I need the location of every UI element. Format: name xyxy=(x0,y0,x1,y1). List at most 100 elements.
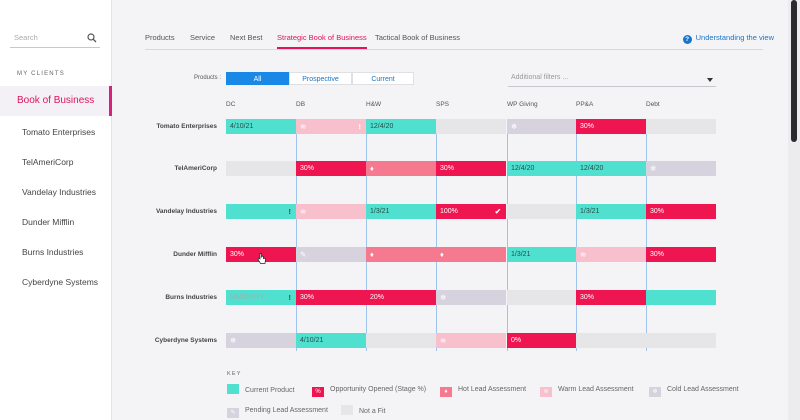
cell-value: 30% xyxy=(300,165,315,172)
cell-tomato-enterprises-wp-giving[interactable]: ❄ xyxy=(507,119,577,134)
cell-telamericorp-sps[interactable]: 30% xyxy=(436,161,506,176)
sidebar: Search MY CLIENTS Book of Business Tomato… xyxy=(0,0,112,420)
cell-telamericorp-pp-a[interactable]: 12/4/20 xyxy=(576,161,646,176)
pending-lead-icon: ✎ xyxy=(300,250,307,259)
cell-dunder-mifflin-db[interactable]: ✎ xyxy=(296,247,366,262)
search-input[interactable]: Search xyxy=(10,30,100,48)
warm-lead-icon: ≋ xyxy=(300,207,307,216)
key-item-cold-lead-assessment: ❄ Cold Lead Assessment xyxy=(649,384,739,397)
tab-tactical-book-of-business[interactable]: Tactical Book of Business xyxy=(375,33,461,42)
help-link-label: Understanding the view xyxy=(695,33,774,42)
key-label: Pending Lead Assessment xyxy=(245,407,328,414)
cell-value: 100% xyxy=(440,208,458,215)
tab-service[interactable]: Service xyxy=(190,33,216,42)
cell-burns-industries-pp-a[interactable]: 30% xyxy=(576,290,646,305)
products-option-all[interactable]: All xyxy=(226,72,289,85)
cell-cyberdyne-systems-h-w[interactable] xyxy=(366,333,436,348)
key-label: Cold Lead Assessment xyxy=(667,386,739,393)
cell-value: 30% xyxy=(650,251,665,258)
understanding-view-link[interactable]: ? Understanding the view xyxy=(682,33,774,44)
cell-dunder-mifflin-debt[interactable]: 30% xyxy=(646,247,716,262)
scrollbar-thumb[interactable] xyxy=(791,0,797,142)
cell-vandelay-industries-pp-a[interactable]: 1/3/21 xyxy=(576,204,646,219)
row-label-cyberdyne-systems[interactable]: Cyberdyne Systems xyxy=(154,337,217,344)
cell-tomato-enterprises-debt[interactable] xyxy=(646,119,716,134)
row-label-dunder-mifflin[interactable]: Dunder Mifflin xyxy=(173,251,217,258)
tab-strategic-book-of-business[interactable]: Strategic Book of Business xyxy=(277,33,367,49)
sidebar-item-book-of-business[interactable]: Book of Business xyxy=(0,86,112,116)
sidebar-item-cyberdyne-systems[interactable]: Cyberdyne Systems xyxy=(22,277,99,287)
cell-value: 1/3/21 xyxy=(580,208,600,215)
cell-tomato-enterprises-pp-a[interactable]: 30% xyxy=(576,119,646,134)
cell-cyberdyne-systems-debt[interactable] xyxy=(646,333,716,348)
cell-cyberdyne-systems-db[interactable]: 4/10/21 xyxy=(296,333,366,348)
cell-telamericorp-dc[interactable] xyxy=(226,161,296,176)
cell-telamericorp-wp-giving[interactable]: 12/4/20 xyxy=(507,161,577,176)
products-option-current[interactable]: Current xyxy=(352,72,414,85)
cell-value: 30% xyxy=(580,123,595,130)
cell-vandelay-industries-sps[interactable]: 100% ✔ xyxy=(436,204,506,219)
cell-vandelay-industries-db[interactable]: ≋ xyxy=(296,204,366,219)
cell-burns-industries-dc[interactable]: MM/DD/YY! xyxy=(226,290,296,305)
alert-icon: ! xyxy=(288,207,292,216)
warm-lead-icon: ≋ xyxy=(580,250,587,259)
cell-value: 20% xyxy=(370,294,385,301)
cell-tomato-enterprises-h-w[interactable]: 12/4/20 xyxy=(366,119,436,134)
cell-tomato-enterprises-sps[interactable] xyxy=(436,119,506,134)
column-header-wp-giving: WP Giving xyxy=(507,101,538,108)
products-option-prospective[interactable]: Prospective xyxy=(289,72,352,85)
cell-burns-industries-sps[interactable]: ❄ xyxy=(436,290,506,305)
sidebar-item-dunder-mifflin[interactable]: Dunder Mifflin xyxy=(22,217,75,227)
key-title: KEY xyxy=(227,371,242,377)
row-label-telamericorp[interactable]: TelAmeriCorp xyxy=(174,165,218,172)
additional-filters-dropdown[interactable]: Additional filters ... xyxy=(508,71,716,87)
cell-cyberdyne-systems-dc[interactable]: ❄ xyxy=(226,333,296,348)
column-divider xyxy=(507,119,508,351)
warm-lead-icon: ≋ xyxy=(540,387,552,397)
pending-lead-icon: ✎ xyxy=(227,408,239,418)
cell-vandelay-industries-debt[interactable]: 30% xyxy=(646,204,716,219)
cell-telamericorp-db[interactable]: 30% xyxy=(296,161,366,176)
alert-icon: ! xyxy=(358,122,362,131)
cell-vandelay-industries-h-w[interactable]: 1/3/21 xyxy=(366,204,436,219)
warm-lead-icon: ≋ xyxy=(440,336,447,345)
cell-telamericorp-h-w[interactable]: ♦ xyxy=(366,161,436,176)
cell-burns-industries-wp-giving[interactable] xyxy=(507,290,577,305)
cell-cyberdyne-systems-wp-giving[interactable]: 0% xyxy=(507,333,577,348)
cold-lead-icon: ❄ xyxy=(230,336,237,345)
row-label-burns-industries[interactable]: Burns Industries xyxy=(165,294,217,301)
cell-dunder-mifflin-wp-giving[interactable]: 1/3/21 xyxy=(507,247,577,262)
cell-value: 12/4/20 xyxy=(580,165,604,172)
tab-next-best[interactable]: Next Best xyxy=(230,33,263,42)
cell-tomato-enterprises-dc[interactable]: 4/10/21 xyxy=(226,119,296,134)
help-icon: ? xyxy=(682,35,692,44)
cell-dunder-mifflin-h-w[interactable]: ♦ xyxy=(366,247,436,262)
cell-vandelay-industries-wp-giving[interactable] xyxy=(507,204,577,219)
sidebar-item-vandelay-industries[interactable]: Vandelay Industries xyxy=(22,187,97,197)
cell-dunder-mifflin-sps[interactable]: ♦ xyxy=(436,247,506,262)
row-label-vandelay-industries[interactable]: Vandelay Industries xyxy=(155,208,217,215)
column-header-pp-a: PP&A xyxy=(576,101,594,108)
cell-burns-industries-h-w[interactable]: 20% xyxy=(366,290,436,305)
search-icon[interactable] xyxy=(87,33,97,43)
main-panel: Products Service Next Best Strategic Book o… xyxy=(112,0,800,420)
cell-burns-industries-debt[interactable] xyxy=(646,290,716,305)
cell-value: 30% xyxy=(580,294,595,301)
tab-products[interactable]: Products xyxy=(145,33,175,42)
cell-dunder-mifflin-pp-a[interactable]: ≋ xyxy=(576,247,646,262)
cell-cyberdyne-systems-sps[interactable]: ≋ xyxy=(436,333,506,348)
cell-vandelay-industries-dc[interactable]: ! xyxy=(226,204,296,219)
sidebar-item-tomato-enterprises[interactable]: Tomato Enterprises xyxy=(22,127,96,137)
cell-telamericorp-debt[interactable]: ❄ xyxy=(646,161,716,176)
sidebar-item-burns-industries[interactable]: Burns Industries xyxy=(22,247,84,257)
cell-tomato-enterprises-db[interactable]: ≋! xyxy=(296,119,366,134)
mouse-cursor-icon xyxy=(257,253,266,264)
filters-placeholder: Additional filters ... xyxy=(511,74,569,81)
column-header-db: DB xyxy=(296,101,306,108)
cell-value: 12/4/20 xyxy=(370,123,394,130)
scrollbar[interactable] xyxy=(788,0,800,420)
sidebar-item-telamericorp[interactable]: TelAmeriCorp xyxy=(22,157,74,167)
cell-cyberdyne-systems-pp-a[interactable] xyxy=(576,333,646,348)
cell-burns-industries-db[interactable]: 30% xyxy=(296,290,366,305)
row-label-tomato-enterprises[interactable]: Tomato Enterprises xyxy=(156,123,217,130)
